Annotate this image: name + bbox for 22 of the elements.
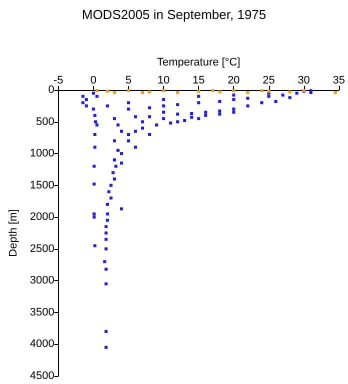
chart-title: MODS2005 in September, 1975: [82, 7, 266, 22]
y-tick-label: 3500: [30, 306, 54, 318]
y-tick-label: 1500: [30, 179, 54, 192]
y-tick-label: 2500: [30, 242, 54, 255]
x-tick-label: -5: [53, 74, 64, 86]
y-tick-label: 2000: [30, 211, 54, 224]
y-tick-label: 4000: [30, 338, 54, 350]
x-tick-label: 5: [125, 74, 132, 86]
y-axis-title: Depth [m]: [8, 209, 20, 257]
x-tick-label: 25: [262, 74, 275, 86]
y-tick-label: 3000: [30, 274, 54, 287]
y-tick-label: 4500: [30, 370, 54, 382]
x-axis-title: Temperature [°C]: [156, 56, 240, 68]
x-tick-label: 15: [192, 74, 205, 86]
y-tick-label: 500: [36, 116, 54, 128]
y-tick-label: 1000: [30, 148, 54, 160]
x-tick-label: 35: [332, 74, 346, 86]
y-tick-label: 0: [48, 84, 54, 96]
x-tick-label: 30: [298, 74, 310, 86]
x-tick-label: 20: [228, 74, 240, 86]
x-tick-label: 0: [90, 74, 96, 86]
x-tick-label: 10: [157, 74, 170, 86]
